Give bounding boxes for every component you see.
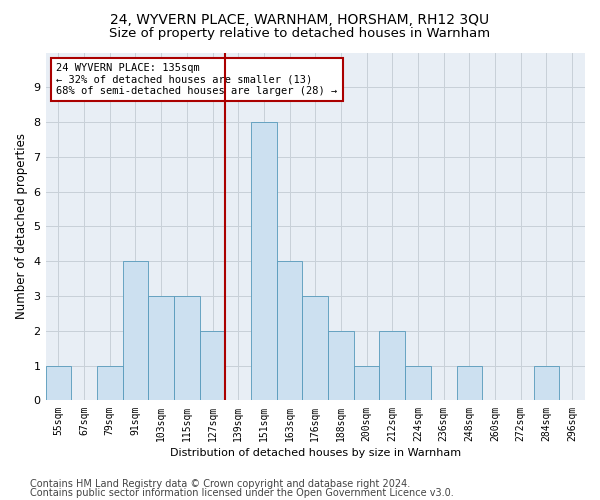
Bar (379, 331, 405, 400)
Bar (200, 331, 226, 400)
Bar (277, 262, 302, 400)
Bar (354, 366, 379, 400)
Bar (148, 296, 174, 401)
Y-axis label: Number of detached properties: Number of detached properties (15, 134, 28, 320)
Bar (328, 331, 354, 400)
Text: Contains public sector information licensed under the Open Government Licence v3: Contains public sector information licen… (30, 488, 454, 498)
Bar (533, 366, 559, 400)
Bar (302, 296, 328, 401)
Bar (405, 366, 431, 400)
Text: Contains HM Land Registry data © Crown copyright and database right 2024.: Contains HM Land Registry data © Crown c… (30, 479, 410, 489)
Text: 24 WYVERN PLACE: 135sqm
← 32% of detached houses are smaller (13)
68% of semi-de: 24 WYVERN PLACE: 135sqm ← 32% of detache… (56, 63, 338, 96)
Bar (457, 366, 482, 400)
X-axis label: Distribution of detached houses by size in Warnham: Distribution of detached houses by size … (170, 448, 461, 458)
Bar (122, 262, 148, 400)
Bar (97, 366, 122, 400)
Text: Size of property relative to detached houses in Warnham: Size of property relative to detached ho… (109, 28, 491, 40)
Bar (174, 296, 200, 401)
Bar (46, 366, 71, 400)
Bar (251, 122, 277, 400)
Text: 24, WYVERN PLACE, WARNHAM, HORSHAM, RH12 3QU: 24, WYVERN PLACE, WARNHAM, HORSHAM, RH12… (110, 12, 490, 26)
